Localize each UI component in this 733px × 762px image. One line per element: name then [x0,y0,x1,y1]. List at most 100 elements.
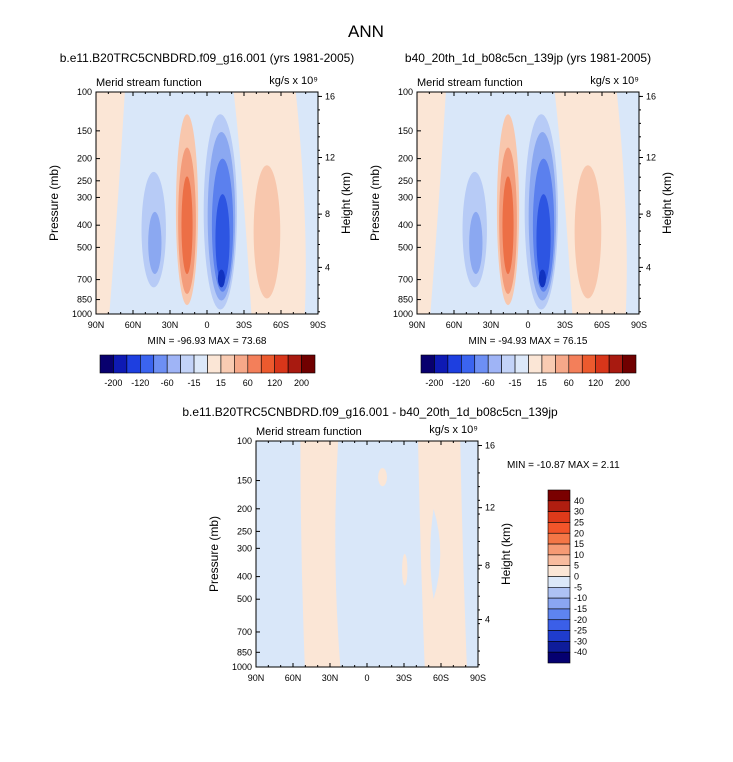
colorbar-label: 10 [574,550,584,560]
colorbar-swatch [514,354,529,374]
colorbar-swatch [207,354,222,374]
y-tick-label: 400 [77,220,92,230]
x-tick-label: 0 [525,320,530,330]
units-label: kg/s x 10⁹ [269,75,318,87]
figure-title: ANN [348,22,384,41]
positive-region [378,468,387,487]
colorbar-swatch [541,354,556,374]
y-tick-label: 250 [237,526,252,536]
x-tick-label: 60N [285,673,302,683]
colorbar-swatch [461,354,476,374]
y2-tick-label: 4 [646,262,651,272]
y-tick-label: 100 [77,87,92,97]
colorbar-swatch [547,511,571,523]
min-max-stats: MIN = -96.93 MAX = 73.68 [148,336,267,347]
colorbar-label: 60 [564,378,574,388]
colorbar-swatch [568,354,583,374]
x-tick-label: 60N [446,320,463,330]
colorbar-label: 200 [294,378,309,388]
ferrel-cell-south [574,165,602,299]
y-tick-label: 400 [237,572,252,582]
y2-tick-label: 4 [325,262,330,272]
y-tick-label: 700 [237,627,252,637]
hadley-cell-north-core [502,176,514,275]
negative-region [430,508,441,600]
colorbar-label: -20 [574,615,587,625]
colorbar-label: 15 [537,378,547,388]
y2-axis-label: Height (km) [339,172,353,234]
panel-subtitle: Merid stream function [256,426,362,438]
y2-axis-label: Height (km) [660,172,674,234]
colorbar-swatch [547,522,571,534]
colorbar-swatch [287,354,302,374]
x-tick-label: 0 [364,673,369,683]
colorbar-swatch [547,651,571,664]
colorbar-swatch [528,354,543,374]
hadley-cell-south-core [536,194,551,283]
x-tick-label: 30N [162,320,179,330]
chart-panel: b.e11.B20TRC5CNBDRD.f09_g16.001 - b40_20… [182,405,620,683]
colorbar-swatch [420,354,435,374]
colorbar-label: 0 [574,572,579,582]
x-tick-label: 90N [88,320,105,330]
colorbar-swatch [547,554,571,566]
x-tick-label: 0 [204,320,209,330]
chart-panel: b40_20th_1d_b08c5cn_139jp (yrs 1981-2005… [368,51,674,388]
y-tick-label: 500 [398,242,413,252]
colorbar-swatch [274,354,289,374]
colorbar-label: -40 [574,647,587,657]
hadley-cell-south-core [538,269,546,288]
y-tick-label: 1000 [72,309,92,319]
colorbar-label: -15 [574,604,587,614]
y-tick-label: 850 [398,295,413,305]
colorbar-swatch [595,354,610,374]
x-tick-label: 30S [396,673,412,683]
colorbar: -200 -120 -60 -15 15 60 120 200 [99,354,316,388]
y-tick-label: 1000 [393,309,413,319]
x-tick-label: 60N [125,320,142,330]
colorbar-label: -120 [131,378,149,388]
panel-title: b.e11.B20TRC5CNBDRD.f09_g16.001 - b40_20… [182,405,558,419]
negative-region [616,92,639,314]
y-tick-label: 150 [237,476,252,486]
colorbar-swatch [608,354,623,374]
colorbar-swatch [434,354,449,374]
colorbar-label: 30 [574,507,584,517]
y2-tick-label: 16 [646,91,656,101]
y-tick-label: 300 [77,192,92,202]
colorbar-label: 120 [267,378,282,388]
y2-tick-label: 12 [646,152,656,162]
colorbar-swatch [447,354,462,374]
colorbar-swatch [126,354,141,374]
colorbar-label: -120 [452,378,470,388]
y-tick-label: 250 [77,176,92,186]
units-label: kg/s x 10⁹ [590,75,639,87]
colorbar-swatch [547,597,571,610]
colorbar-swatch [547,587,571,599]
colorbar-swatch [487,354,502,374]
min-max-stats: MIN = -94.93 MAX = 76.15 [469,336,588,347]
y2-tick-label: 8 [646,209,651,219]
colorbar-swatch [547,619,571,631]
y-tick-label: 500 [237,594,252,604]
ferrel-cell-north-core [469,211,483,275]
colorbar-swatch [622,354,637,374]
y-tick-label: 700 [398,275,413,285]
panel-subtitle: Merid stream function [417,77,523,89]
colorbar: -200 -120 -60 -15 15 60 120 200 [420,354,637,388]
colorbar-swatch [547,565,571,577]
y-tick-label: 850 [77,295,92,305]
panel-title: b40_20th_1d_b08c5cn_139jp (yrs 1981-2005… [405,51,651,65]
y-tick-label: 1000 [232,662,252,672]
y-tick-label: 500 [77,242,92,252]
hadley-cell-south-core [215,194,230,283]
colorbar-swatch [260,354,275,374]
colorbar-label: -30 [574,636,587,646]
colorbar-swatch [301,354,316,374]
colorbar-swatch [581,354,596,374]
colorbar-label: -15 [188,378,201,388]
x-tick-label: 30N [483,320,500,330]
colorbar-label: 200 [615,378,630,388]
y-tick-label: 250 [398,176,413,186]
